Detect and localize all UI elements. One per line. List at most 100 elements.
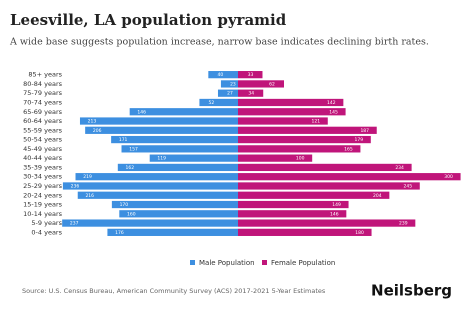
y-tick-label: 65-69 years [23, 108, 62, 116]
bar [199, 98, 238, 107]
value-label: 52 [209, 100, 215, 106]
value-label: 176 [115, 230, 124, 236]
bar [117, 163, 238, 172]
value-label: 219 [83, 174, 92, 180]
y-tick-label: 60-64 years [23, 117, 62, 125]
bar [238, 98, 344, 107]
bar [149, 154, 238, 162]
value-label: 216 [85, 193, 94, 199]
y-tick-label: 15-19 years [23, 201, 62, 209]
legend-label: Male Population [199, 259, 255, 267]
value-label: 300 [444, 174, 453, 180]
value-label: 40 [217, 72, 223, 78]
legend-swatch [190, 260, 195, 265]
bar [238, 182, 420, 190]
legend-label: Female Population [271, 259, 335, 267]
chart-title: Leesville, LA population pyramid [10, 11, 287, 29]
value-label: 62 [269, 81, 275, 87]
bar [238, 210, 347, 218]
bar [238, 80, 284, 88]
value-label: 204 [373, 193, 382, 199]
bar [238, 135, 371, 144]
value-label: 162 [126, 165, 135, 171]
y-tick-label: 10-14 years [23, 210, 62, 218]
bar [238, 145, 361, 153]
value-label: 34 [248, 91, 254, 97]
bar [208, 71, 238, 79]
value-label: 145 [329, 109, 338, 115]
value-label: 119 [157, 156, 166, 162]
bar [107, 228, 238, 236]
bar [79, 117, 238, 125]
value-label: 165 [344, 146, 353, 152]
value-label: 27 [227, 91, 233, 97]
y-tick-label: 30-34 years [23, 173, 62, 181]
value-label: 180 [355, 230, 364, 236]
value-label: 171 [119, 137, 128, 143]
value-label: 33 [248, 72, 254, 78]
y-tick-label: 75-79 years [23, 89, 62, 97]
value-label: 100 [296, 156, 305, 162]
value-label: 213 [88, 119, 97, 125]
bar [119, 210, 238, 218]
y-tick-label: 35-39 years [23, 163, 62, 171]
bar [238, 200, 349, 209]
value-label: 179 [355, 137, 364, 143]
bar [238, 126, 377, 134]
brand: Neilsberg [371, 282, 452, 300]
value-label: 237 [70, 221, 79, 227]
legend-swatch [262, 260, 267, 265]
value-label: 236 [71, 183, 80, 189]
y-tick-label: 0-4 years [31, 228, 62, 236]
bar [129, 108, 238, 116]
value-label: 234 [395, 165, 404, 171]
y-tick-label: 40-44 years [23, 154, 62, 162]
value-label: 245 [403, 183, 412, 189]
value-label: 160 [127, 211, 136, 217]
value-label: 170 [120, 202, 129, 208]
value-label: 149 [332, 202, 341, 208]
y-tick-label: 80-84 years [23, 80, 62, 88]
y-tick-label: 55-59 years [23, 126, 62, 134]
bar [238, 163, 412, 172]
bar [238, 89, 264, 97]
bar [62, 182, 238, 190]
bar [238, 117, 328, 125]
bar [238, 71, 263, 79]
value-label: 239 [399, 221, 408, 227]
value-label: 23 [230, 81, 236, 87]
bar [77, 191, 238, 199]
value-label: 187 [360, 128, 369, 134]
bar [75, 173, 238, 181]
bar [111, 200, 238, 209]
bar [238, 228, 372, 236]
bar [85, 126, 239, 134]
value-label: 206 [93, 128, 102, 134]
bar [217, 89, 238, 97]
bar [111, 135, 238, 144]
bar [62, 219, 239, 227]
bar [238, 108, 346, 116]
value-label: 157 [129, 146, 138, 152]
bar [220, 80, 238, 88]
value-label: 146 [137, 109, 146, 115]
bar [121, 145, 238, 153]
value-label: 142 [327, 100, 336, 106]
source: Source: U.S. Census Bureau, American Com… [22, 287, 326, 295]
y-tick-label: 50-54 years [23, 136, 62, 144]
value-label: 121 [311, 119, 320, 125]
bar [238, 173, 461, 181]
y-tick-label: 20-24 years [23, 191, 62, 199]
value-label: 146 [330, 211, 339, 217]
y-tick-label: 45-49 years [23, 145, 62, 153]
y-tick-label: 85+ years [28, 71, 62, 79]
y-tick-label: 5-9 years [31, 219, 62, 227]
chart-subtitle: A wide base suggests population increase… [9, 37, 429, 48]
bar [238, 219, 416, 227]
bar [238, 191, 390, 199]
y-tick-label: 70-74 years [23, 98, 62, 106]
bar [238, 154, 313, 162]
y-tick-label: 25-29 years [23, 182, 62, 190]
